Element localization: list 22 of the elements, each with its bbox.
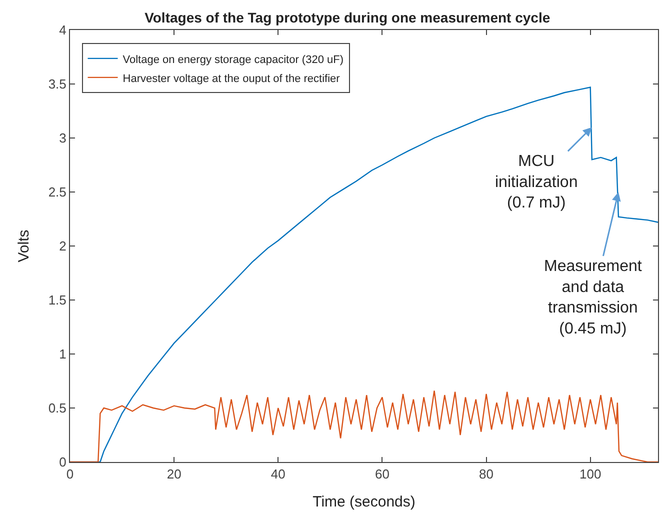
x-axis-title: Time (seconds) (312, 494, 416, 511)
y-tick-label: 2 (59, 238, 66, 254)
legend-label: Harvester voltage at the ouput of the rectifier (122, 72, 340, 85)
y-axis-title: Volts (16, 230, 33, 262)
y-tick-label: 0.5 (48, 400, 66, 416)
x-tick-label: 60 (374, 466, 390, 482)
y-tick-label: 1 (59, 346, 66, 362)
y-tick-label: 4 (59, 22, 66, 38)
y-tick-label: 0 (59, 454, 66, 470)
chart-title: Voltages of the Tag prototype during one measurement cycle (144, 10, 550, 26)
y-tick-label: 2.5 (48, 184, 66, 200)
line-series (70, 390, 658, 462)
x-tick-label: 40 (270, 466, 286, 482)
x-tick-label: 100 (580, 466, 602, 482)
y-tick-label: 3.5 (48, 76, 66, 92)
annotation: MCU initialization (0.7 mJ) (495, 153, 578, 212)
y-tick-label: 1.5 (48, 292, 66, 308)
y-tick-label: 3 (59, 130, 66, 146)
x-tick-label: 20 (166, 466, 182, 482)
x-tick-label: 80 (479, 466, 494, 482)
annotation: Measurement and data transmission (0.45 mJ) (544, 258, 642, 338)
legend-label: Voltage on energy storage capacitor (320 uF) (122, 54, 344, 66)
